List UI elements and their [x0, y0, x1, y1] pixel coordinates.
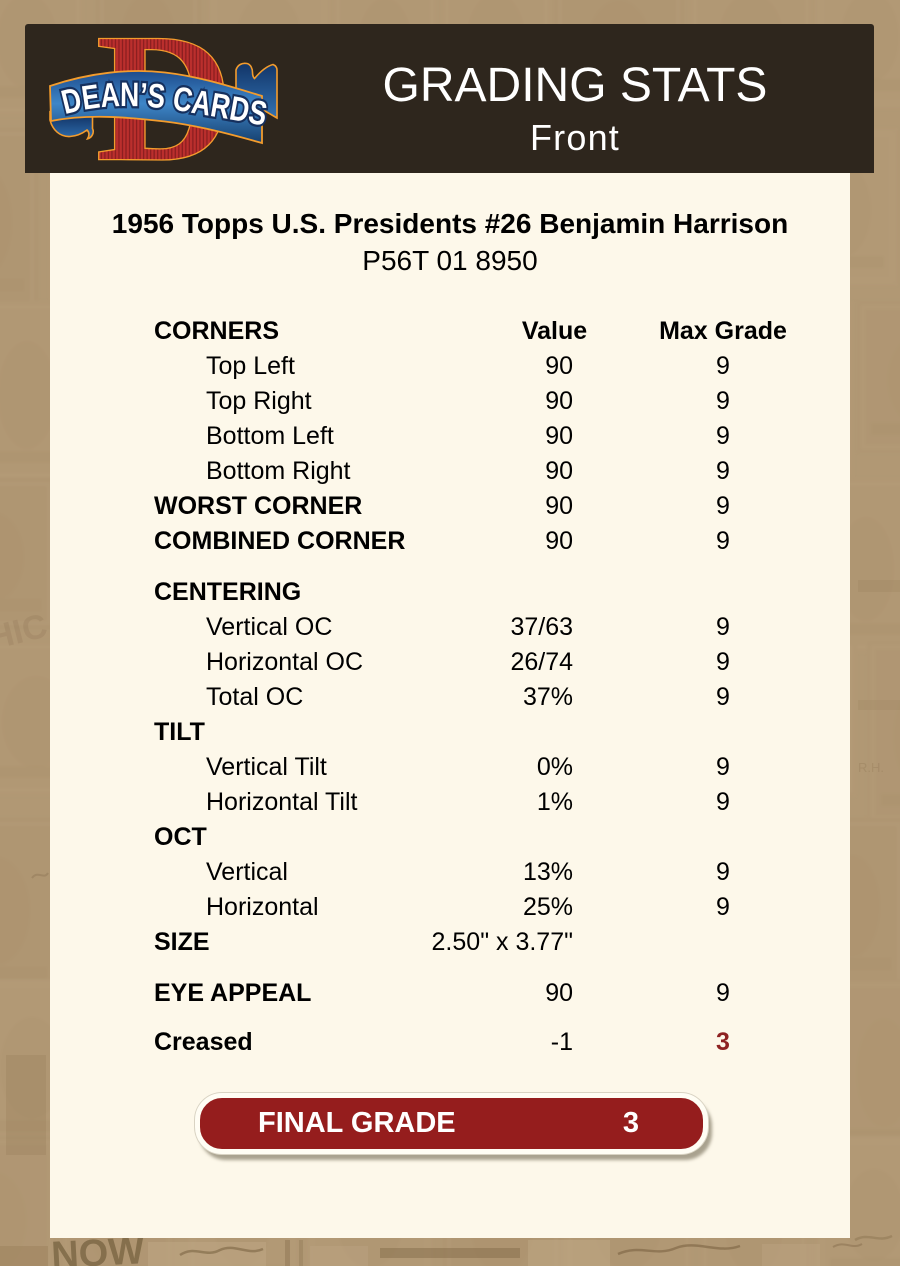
svg-text:R.H.: R.H. [858, 760, 884, 775]
